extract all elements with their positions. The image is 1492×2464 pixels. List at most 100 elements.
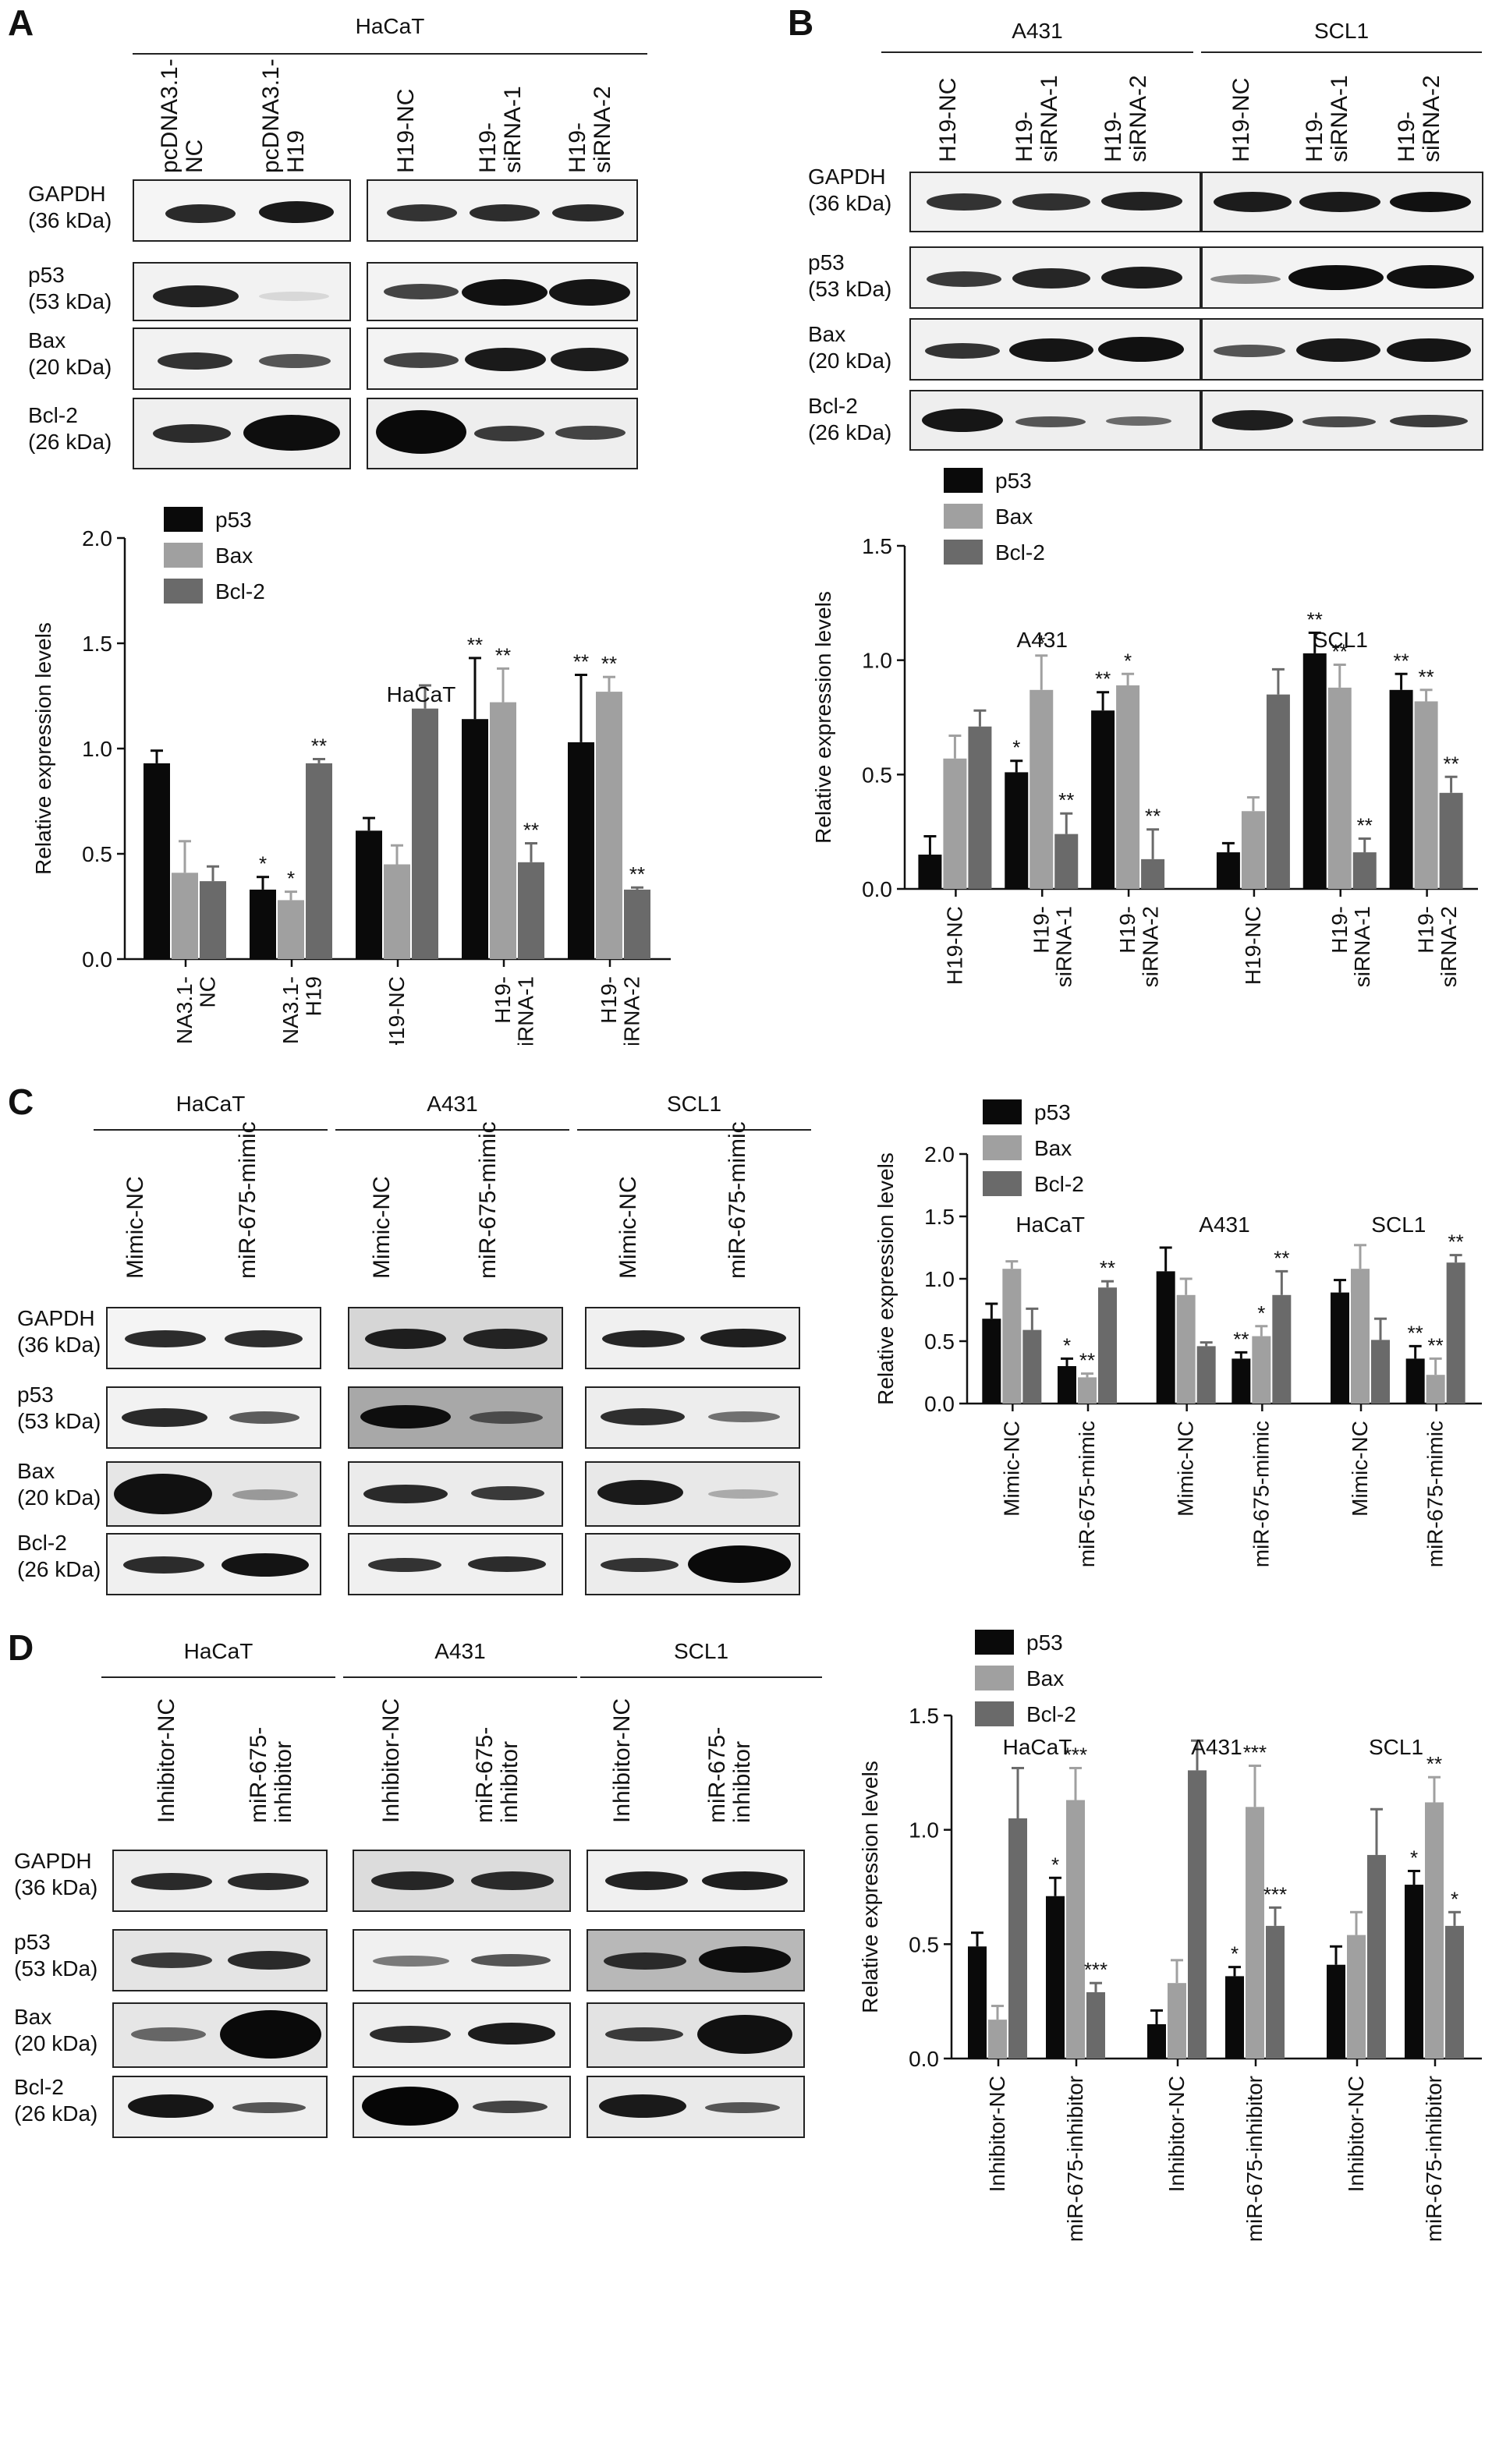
- bar: [306, 763, 332, 959]
- protein-band: [1009, 338, 1093, 362]
- bar: [1352, 852, 1377, 889]
- group-label: SCL1: [1313, 628, 1368, 652]
- protein-band: [131, 2027, 206, 2041]
- protein-band: [549, 279, 630, 306]
- western-blot-image: [909, 246, 1201, 309]
- bar: [172, 873, 198, 959]
- western-blot-image: [106, 1461, 321, 1527]
- protein-band: [1012, 268, 1090, 289]
- significance-marker: **: [1426, 1752, 1442, 1775]
- category-label: Inhibitor-NC: [1164, 2076, 1189, 2192]
- protein-band: [474, 426, 544, 441]
- western-blot-image: [367, 398, 638, 469]
- y-tick-label: 0.5: [924, 1329, 955, 1354]
- y-tick-label: 1.0: [924, 1267, 955, 1291]
- panel-d-letter: D: [8, 1627, 34, 1668]
- category-label-line: H19-: [1029, 906, 1053, 954]
- row-label: p53 (53 kDa): [14, 1930, 98, 1981]
- row-label: p53 (53 kDa): [808, 250, 892, 301]
- protein-band: [1212, 410, 1293, 430]
- western-blot-image: [133, 398, 351, 469]
- legend-label: Bcl-2: [1034, 1172, 1084, 1196]
- significance-marker: **: [1418, 665, 1434, 689]
- bar: [968, 726, 992, 889]
- y-tick-label: 0.0: [862, 877, 892, 901]
- western-blot-image: [587, 2076, 805, 2138]
- western-blot-image: [348, 1307, 563, 1369]
- protein-band: [363, 1485, 448, 1503]
- y-tick-label: 0.5: [862, 763, 892, 787]
- category-label-line: siRNA-2: [1138, 906, 1162, 987]
- western-blot-image: [353, 2076, 571, 2138]
- y-tick-label: 1.5: [924, 1205, 955, 1229]
- panel-c-header-line: [94, 1129, 328, 1131]
- protein-band: [1210, 274, 1281, 284]
- lane-label: miR-675-mimic: [475, 1121, 501, 1279]
- western-blot-image: [585, 1461, 800, 1527]
- protein-band: [700, 1329, 786, 1347]
- category-label: Inhibitor-NC: [985, 2076, 1009, 2192]
- panel-d-header: A431: [434, 1639, 486, 1663]
- significance-marker: **: [1307, 607, 1323, 631]
- protein-band: [376, 410, 466, 454]
- bar: [1196, 1346, 1216, 1404]
- bar: [1246, 1807, 1264, 2059]
- significance-marker: *: [1051, 1853, 1059, 1876]
- lane-label: Inhibitor-NC: [154, 1698, 179, 1823]
- western-blot-image: [133, 179, 351, 242]
- bar: [568, 742, 594, 959]
- significance-marker: **: [629, 862, 645, 886]
- bar: [1252, 1336, 1271, 1404]
- category-label: pcDNA3.1-NC: [172, 976, 219, 1045]
- legend-swatch: [164, 579, 203, 604]
- bar: [1446, 1262, 1465, 1404]
- row-label: Bcl-2 (26 kDa): [14, 2075, 98, 2126]
- significance-marker: **: [311, 735, 327, 758]
- category-label: H19-siRNA-2: [1414, 906, 1461, 987]
- significance-marker: **: [467, 633, 483, 657]
- significance-marker: *: [1257, 1301, 1265, 1325]
- lane-label: H19- siRNA-1: [1302, 75, 1352, 162]
- significance-marker: **: [1274, 1246, 1289, 1269]
- row-label: GAPDH (36 kDa): [808, 165, 892, 215]
- category-label-line: pcDNA3.1-: [172, 976, 197, 1045]
- bar: [1331, 1292, 1349, 1404]
- group-label: HaCaT: [1015, 1213, 1085, 1237]
- protein-band: [697, 2015, 792, 2054]
- protein-band: [471, 1954, 551, 1967]
- row-label: Bax (20 kDa): [17, 1459, 101, 1510]
- category-label-line: H19-: [1327, 906, 1352, 954]
- western-blot-image: [112, 2002, 328, 2068]
- protein-band: [259, 201, 334, 223]
- legend-label: p53: [995, 469, 1032, 493]
- bar: [1367, 1854, 1386, 2059]
- bar: [1188, 1770, 1207, 2059]
- protein-band: [125, 1330, 206, 1347]
- protein-band: [688, 1545, 791, 1583]
- panel-b-header: A431: [1012, 19, 1063, 43]
- y-tick-label: 1.5: [82, 632, 112, 656]
- lane-label: H19-NC: [935, 77, 961, 162]
- bar: [1371, 1340, 1390, 1404]
- lane-label: H19- siRNA-1: [475, 86, 526, 173]
- significance-marker: **: [495, 643, 511, 667]
- western-blot-image: [909, 172, 1201, 232]
- significance-marker: **: [1100, 1256, 1115, 1280]
- significance-marker: *: [1012, 736, 1020, 759]
- panel-d-header: HaCaT: [183, 1639, 253, 1663]
- protein-band: [601, 1408, 685, 1425]
- bar: [1030, 689, 1054, 889]
- lane-label: H19- siRNA-2: [1394, 75, 1444, 162]
- protein-band: [153, 424, 231, 443]
- protein-band: [1299, 192, 1380, 212]
- bar: [624, 889, 650, 959]
- significance-marker: *: [287, 867, 295, 890]
- panel-d-header-line: [580, 1676, 822, 1678]
- protein-band: [368, 1558, 441, 1572]
- protein-band: [468, 1556, 546, 1572]
- protein-band: [232, 1489, 298, 1500]
- lane-label: H19-NC: [1228, 77, 1254, 162]
- significance-marker: **: [1058, 788, 1074, 812]
- panel-c-letter: C: [8, 1082, 34, 1122]
- bar: [1302, 653, 1327, 889]
